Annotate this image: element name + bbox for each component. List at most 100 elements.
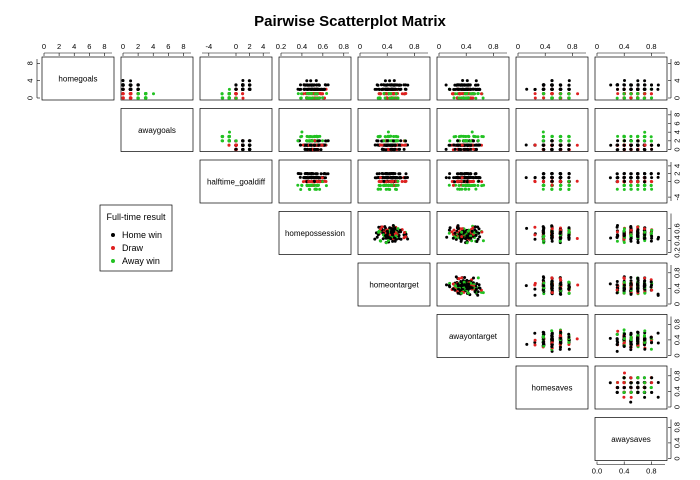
data-point — [636, 135, 640, 138]
panel-points-homegoals-vs-awaysaves — [609, 79, 660, 100]
data-point — [312, 83, 316, 87]
top-tick-label: 0.4 — [382, 42, 392, 51]
data-point — [567, 226, 571, 230]
data-point — [559, 143, 563, 147]
top-tick-label: -4 — [205, 42, 212, 51]
data-point — [448, 143, 452, 147]
data-point — [622, 188, 626, 191]
data-point — [300, 130, 304, 134]
top-tick-label: 8 — [102, 42, 106, 51]
data-point — [649, 285, 653, 289]
data-point — [318, 180, 322, 184]
data-point — [465, 79, 469, 83]
data-point — [558, 334, 562, 337]
data-point — [558, 83, 562, 87]
data-point — [558, 87, 562, 91]
data-point — [474, 287, 478, 291]
data-point — [381, 237, 385, 241]
data-point — [469, 184, 472, 188]
panel-points-homesaves-vs-awaysaves — [608, 371, 660, 404]
data-point — [241, 79, 245, 82]
data-point — [550, 183, 554, 187]
data-point — [404, 235, 407, 239]
data-point — [128, 83, 132, 87]
data-point — [296, 87, 300, 91]
data-point — [609, 236, 613, 240]
data-point — [475, 143, 479, 147]
data-point — [636, 228, 640, 232]
data-point — [227, 143, 231, 147]
data-point — [379, 83, 383, 87]
top-tick-label: 0.4 — [619, 42, 629, 51]
data-point — [395, 188, 398, 191]
data-point — [636, 176, 640, 180]
data-point — [533, 283, 537, 287]
data-point — [567, 176, 571, 180]
data-point — [550, 147, 554, 151]
data-point — [656, 87, 660, 91]
data-point — [448, 88, 452, 91]
data-point — [550, 345, 554, 349]
data-point — [466, 229, 470, 233]
data-point — [304, 172, 308, 175]
data-point — [643, 381, 647, 385]
data-point — [321, 96, 325, 100]
data-point — [629, 335, 633, 339]
data-point — [377, 172, 381, 176]
data-point — [394, 139, 398, 143]
data-point — [228, 92, 231, 95]
data-point — [384, 172, 388, 176]
data-point — [636, 139, 640, 143]
data-point — [643, 395, 647, 399]
panel-frame-awaygoals-vs-homeontarget — [357, 108, 431, 152]
data-point — [649, 92, 653, 96]
data-point — [542, 335, 545, 339]
data-point — [616, 143, 620, 147]
data-point — [379, 239, 383, 243]
data-point — [456, 139, 460, 143]
data-point — [464, 135, 468, 138]
data-point — [533, 233, 537, 237]
data-point — [636, 287, 640, 291]
panel-frame-awaygoals-vs-awaygoals — [120, 108, 194, 152]
data-point — [301, 143, 305, 147]
data-point — [477, 179, 481, 183]
data-point — [456, 225, 460, 229]
data-point — [657, 143, 660, 147]
top-tick-label: 4 — [151, 42, 155, 51]
data-point — [234, 139, 238, 143]
data-point — [468, 180, 472, 184]
data-point — [533, 96, 537, 100]
data-point — [649, 172, 653, 176]
data-point — [303, 148, 307, 151]
data-point — [474, 96, 478, 100]
data-point — [457, 92, 461, 96]
data-point — [393, 83, 397, 87]
panel-points-awayontarget-vs-homesaves — [525, 328, 579, 353]
data-point — [136, 92, 140, 96]
data-point — [475, 282, 479, 286]
data-point — [394, 87, 398, 91]
data-point — [469, 92, 473, 96]
data-point — [396, 227, 400, 231]
data-point — [643, 329, 647, 333]
data-point — [567, 83, 571, 87]
data-point — [542, 284, 546, 288]
data-point — [533, 225, 537, 229]
data-point — [375, 83, 379, 87]
data-point — [373, 237, 377, 241]
data-point — [636, 83, 640, 87]
top-tick-label: 0 — [595, 42, 599, 51]
data-point — [384, 135, 388, 139]
data-point — [616, 83, 620, 87]
data-point — [452, 96, 456, 100]
data-point — [524, 284, 528, 288]
data-point — [460, 291, 464, 295]
data-point — [642, 237, 646, 240]
data-point — [649, 239, 653, 243]
data-point — [643, 79, 647, 83]
data-point — [136, 87, 140, 91]
data-point — [629, 376, 633, 380]
data-point — [636, 96, 639, 100]
data-point — [373, 87, 377, 91]
